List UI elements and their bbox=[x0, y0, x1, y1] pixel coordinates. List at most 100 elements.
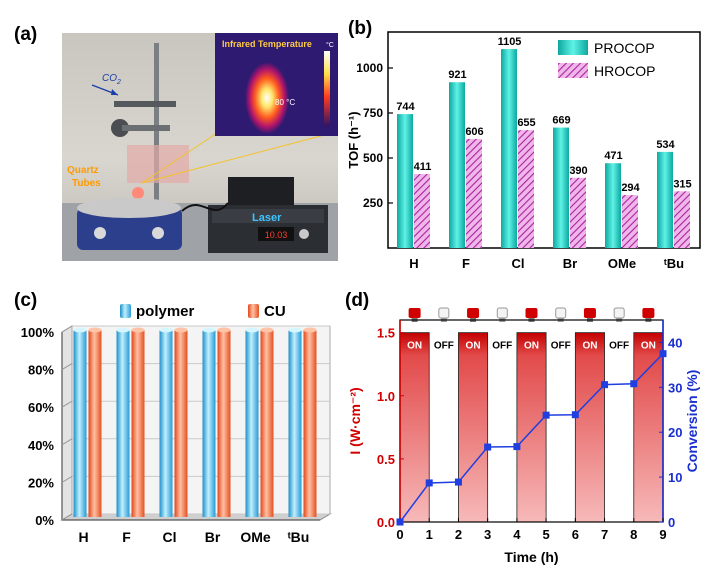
c-bar-polymer bbox=[288, 330, 302, 517]
d-on-block bbox=[399, 332, 430, 523]
d-conversion-point bbox=[601, 381, 609, 389]
c-legend-swatch-polymer bbox=[120, 304, 131, 318]
c-bar-cap-cu bbox=[260, 327, 274, 333]
d-state-label: ON bbox=[524, 341, 539, 352]
lamp-off-icon bbox=[555, 307, 567, 319]
d-conversion-point bbox=[513, 443, 521, 451]
panel-label-c: (c) bbox=[14, 290, 38, 311]
b-bar-procop bbox=[397, 114, 413, 248]
ir-title: Infrared Temperature bbox=[222, 39, 312, 49]
b-legend-label: HROCOP bbox=[594, 63, 655, 79]
panel-label-b: (b) bbox=[348, 18, 373, 39]
c-bar-cu bbox=[88, 330, 102, 517]
laser-label: Laser bbox=[252, 212, 282, 224]
d-conversion-point bbox=[484, 443, 492, 451]
d-conversion-line bbox=[399, 353, 664, 523]
laser-display bbox=[258, 227, 294, 241]
d-conversion-point bbox=[542, 411, 550, 419]
c-bar-cap-cu bbox=[174, 327, 188, 333]
lamp-on-icon bbox=[467, 308, 480, 318]
lamp-on-icon bbox=[525, 308, 538, 318]
d-xtick-label: 4 bbox=[513, 527, 521, 542]
c-bar-cu bbox=[303, 330, 317, 517]
c-legend-label: polymer bbox=[136, 303, 195, 320]
b-data-label: 471 bbox=[604, 150, 622, 162]
c-xtick-label: ᵗBu bbox=[288, 529, 310, 545]
d-conversion-point bbox=[630, 380, 638, 388]
b-bar-hrocop bbox=[570, 177, 586, 248]
c-bar-cap-polymer bbox=[159, 327, 173, 333]
ir-hotspot bbox=[245, 62, 289, 134]
c-bar-cap-polymer bbox=[116, 327, 130, 333]
c-bar-cu bbox=[174, 330, 188, 517]
d-xtick-label: 6 bbox=[572, 527, 579, 542]
stirrer-base bbox=[77, 208, 182, 250]
d-xtick-label: 9 bbox=[659, 527, 666, 542]
laser-display-text: 10.03 bbox=[265, 230, 288, 240]
inset-guide-2 bbox=[141, 132, 333, 184]
b-bar-procop bbox=[449, 82, 465, 248]
b-data-label: 534 bbox=[656, 139, 675, 151]
b-xtick-label: F bbox=[462, 256, 470, 271]
b-data-label: 315 bbox=[673, 178, 691, 190]
c-xtick-label: F bbox=[122, 529, 131, 545]
b-data-label: 744 bbox=[396, 101, 415, 113]
d-xtick-label: 1 bbox=[426, 527, 433, 542]
laser-supply-top bbox=[212, 209, 324, 223]
d-on-block bbox=[458, 332, 489, 523]
d-state-label: ON bbox=[466, 341, 481, 352]
d-on-block bbox=[633, 332, 664, 523]
d-xtick-label: 5 bbox=[542, 527, 549, 542]
c-xtick-label: H bbox=[78, 529, 88, 545]
c-xtick-label: OMe bbox=[240, 529, 271, 545]
stirrer-dial-1 bbox=[94, 227, 106, 239]
c-ytick-label: 40% bbox=[28, 438, 54, 453]
b-data-label: 411 bbox=[414, 161, 432, 173]
d-ytick-right-label: 10 bbox=[668, 470, 682, 485]
c-xtick-label: Cl bbox=[163, 529, 177, 545]
d-ytick-left-label: 0.5 bbox=[377, 452, 395, 467]
chart-c: 0% 20% 40% 60% 80% 100% H F Cl Br OMe ᵗBu polymer CU bbox=[21, 303, 332, 545]
quartz-tubes bbox=[127, 145, 189, 183]
photo-drawing: 10.03 CO2 Quartz Tubes Laser bbox=[62, 33, 338, 261]
b-data-label: 655 bbox=[517, 117, 535, 129]
lamp-on-icon bbox=[642, 308, 655, 318]
c-legend-label: CU bbox=[264, 303, 286, 320]
d-xtick-label: 0 bbox=[396, 527, 403, 542]
c-bar-cu bbox=[217, 330, 231, 517]
d-conversion-point bbox=[659, 350, 667, 358]
d-ytick-right-label: 30 bbox=[668, 380, 682, 395]
d-ytick-left-label: 0.0 bbox=[377, 515, 395, 530]
lamp-on-icon bbox=[583, 308, 596, 318]
c-bar-cu bbox=[131, 330, 145, 517]
b-legend-swatch-hrocop bbox=[558, 63, 588, 78]
clamp-arm bbox=[114, 101, 176, 107]
b-bar-hrocop bbox=[674, 191, 690, 248]
b-ytick-label: 250 bbox=[363, 196, 383, 210]
d-ylabel-right: Conversion (%) bbox=[684, 370, 700, 473]
c-ytick-label: 0% bbox=[35, 513, 54, 528]
b-ylabel: TOF (h⁻¹) bbox=[346, 111, 361, 168]
stand-rod bbox=[154, 43, 159, 203]
c-bar-cap-polymer bbox=[73, 327, 87, 333]
c-side-wall bbox=[61, 325, 73, 521]
inset-guide-1 bbox=[141, 132, 218, 184]
d-state-label: ON bbox=[582, 341, 597, 352]
b-bar-hrocop bbox=[622, 195, 638, 248]
photo-setup: 10.03 CO2 Quartz Tubes Laser bbox=[62, 33, 338, 261]
laser-knob bbox=[299, 229, 309, 239]
c-grid-diag bbox=[61, 438, 73, 446]
c-ytick-label: 60% bbox=[28, 400, 54, 415]
c-bar-polymer bbox=[116, 330, 130, 517]
quartz-label-2: Tubes bbox=[72, 178, 101, 189]
c-bar-polymer bbox=[202, 330, 216, 517]
d-xtick-label: 8 bbox=[630, 527, 637, 542]
lamp-off-icon bbox=[613, 307, 625, 319]
c-ytick-label: 20% bbox=[28, 475, 54, 490]
b-bar-hrocop bbox=[518, 130, 534, 248]
b-ytick-label: 1000 bbox=[356, 61, 383, 75]
chart-d: ON OFF ON OFF ON OFF ON OFF ON 0 1 2 3 4 5 6 7 8 9 Time (h)… bbox=[347, 307, 700, 565]
lamp-on-icon bbox=[408, 308, 421, 318]
c-bar-polymer bbox=[245, 330, 259, 517]
d-state-label: ON bbox=[641, 341, 656, 352]
